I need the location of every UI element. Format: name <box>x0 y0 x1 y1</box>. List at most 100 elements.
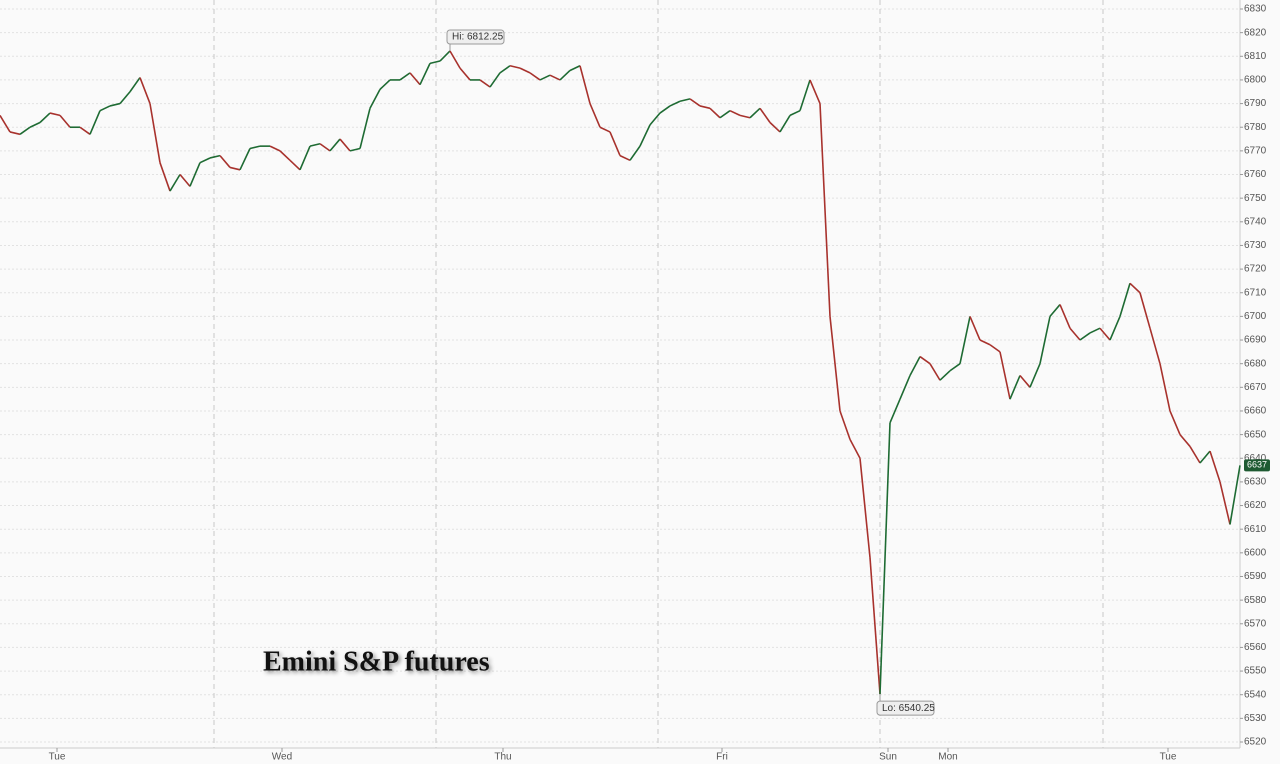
price-segment <box>1059 304 1071 329</box>
price-segment <box>149 103 161 163</box>
y-tick-label: 6760 <box>1244 169 1267 180</box>
price-segment <box>959 316 971 364</box>
y-tick-label: 6770 <box>1244 146 1267 157</box>
price-segment <box>639 124 651 147</box>
price-segment <box>209 154 221 159</box>
price-segment <box>359 108 371 149</box>
y-tick-label: 6680 <box>1244 358 1267 369</box>
x-tick-label: Thu <box>494 752 511 763</box>
price-segment <box>1089 327 1101 334</box>
price-segment <box>349 147 361 152</box>
price-segment <box>1039 316 1051 364</box>
price-segment <box>419 63 431 86</box>
price-segment <box>1179 434 1191 447</box>
price-segment <box>449 50 461 69</box>
price-segment <box>179 173 191 187</box>
y-tick-label: 6750 <box>1244 193 1267 204</box>
price-segment <box>649 112 661 126</box>
overlay: 6637 Hi: 6812.25 Lo: 6540.25 <box>446 29 1270 716</box>
y-tick-label: 6710 <box>1244 287 1267 298</box>
y-tick-label: 6730 <box>1244 240 1267 251</box>
price-segment <box>1199 450 1211 464</box>
price-segment <box>439 50 451 62</box>
last-price-label: 6637 <box>1247 460 1267 470</box>
price-segment <box>789 109 801 117</box>
price-segment <box>329 138 341 152</box>
x-tick-label: Tue <box>49 752 66 763</box>
price-segment <box>949 363 961 372</box>
price-segment <box>869 557 881 695</box>
y-tick-label: 6820 <box>1244 27 1267 38</box>
price-segment <box>1159 363 1171 412</box>
y-tick-label: 6620 <box>1244 500 1267 511</box>
price-segment <box>309 142 321 147</box>
price-segment <box>769 121 781 133</box>
price-segment <box>709 107 721 119</box>
chart-title: Emini S&P futures <box>263 646 490 677</box>
price-segment <box>109 102 121 107</box>
price-segment <box>1119 283 1131 317</box>
price-segment <box>859 458 871 558</box>
price-segment <box>1099 327 1111 341</box>
price-segment <box>489 72 501 88</box>
price-segment <box>719 110 731 119</box>
price-segment <box>509 64 521 69</box>
price-segment <box>289 159 301 171</box>
y-tick-label: 6530 <box>1244 713 1267 724</box>
y-tick-label: 6780 <box>1244 122 1267 133</box>
price-segment <box>159 162 171 192</box>
y-tick-label: 6650 <box>1244 429 1267 440</box>
y-tick-label: 6740 <box>1244 216 1267 227</box>
price-segment <box>889 398 901 424</box>
y-tick-label: 6670 <box>1244 382 1267 393</box>
y-tick-label: 6800 <box>1244 75 1267 86</box>
price-segment <box>229 166 241 171</box>
x-tick-label: Wed <box>272 752 292 763</box>
y-tick-label: 6810 <box>1244 51 1267 62</box>
price-segment <box>539 74 551 81</box>
y-tick-label: 6660 <box>1244 406 1267 417</box>
price-segment <box>299 145 311 171</box>
y-tick-label: 6580 <box>1244 595 1267 606</box>
y-tick-label: 6610 <box>1244 524 1267 535</box>
y-tick-label: 6830 <box>1244 4 1267 15</box>
x-tick-label: Mon <box>938 752 957 763</box>
price-segment <box>669 100 681 107</box>
price-segment <box>829 316 841 412</box>
price-segment <box>1019 374 1031 388</box>
price-segment <box>1049 304 1061 317</box>
price-segment <box>1069 327 1081 341</box>
y-tick-label: 6690 <box>1244 335 1267 346</box>
annotation-box <box>876 700 935 716</box>
price-segment <box>279 150 291 161</box>
y-tick-label: 6700 <box>1244 311 1267 322</box>
last-price-badge <box>1244 459 1270 472</box>
price-segment <box>139 77 151 104</box>
price-segment <box>879 422 891 695</box>
price-segment <box>379 79 391 90</box>
x-tick-label: Fri <box>716 752 728 763</box>
price-segment <box>99 105 111 112</box>
y-tick-label: 6550 <box>1244 666 1267 677</box>
price-segment <box>599 126 611 133</box>
price-segment <box>579 65 591 104</box>
price-segment <box>1079 332 1091 341</box>
price-segment <box>589 103 601 128</box>
price-segment <box>659 105 671 114</box>
price-segment <box>1229 465 1241 525</box>
price-segment <box>1169 410 1181 435</box>
y-tick-label: 6540 <box>1244 689 1267 700</box>
price-segment <box>969 316 981 341</box>
price-segment <box>479 79 491 88</box>
price-segment <box>169 174 181 192</box>
price-segment <box>49 112 61 117</box>
price-segment <box>939 370 951 381</box>
price-segment <box>689 98 701 107</box>
price-segment <box>999 351 1011 400</box>
price-segment <box>39 112 51 124</box>
price-segment <box>1139 292 1151 329</box>
price-segment <box>809 79 821 104</box>
price-segment <box>1109 316 1121 341</box>
price-segment <box>759 107 771 123</box>
